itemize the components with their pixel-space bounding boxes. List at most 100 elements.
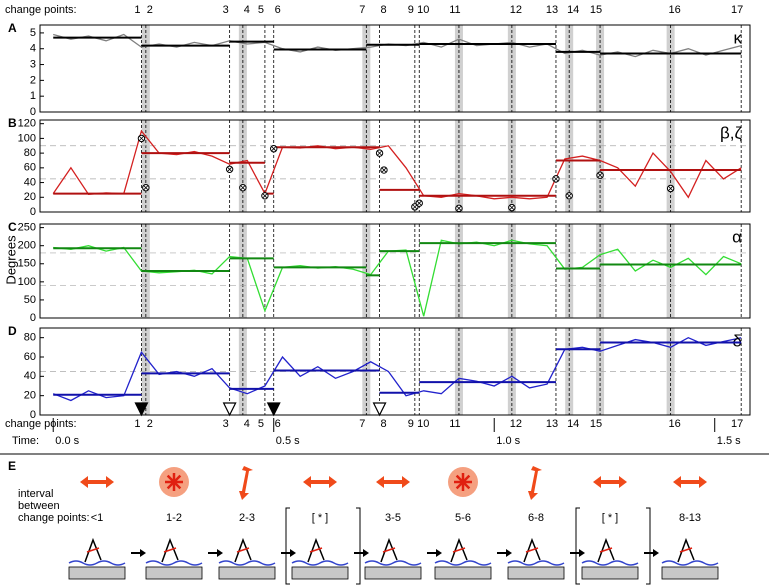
change-point-label: 17: [731, 418, 743, 430]
interval-label: interval: [18, 488, 53, 500]
time-tick-label: 0.5 s: [276, 435, 300, 447]
change-point-label: 7: [359, 418, 365, 430]
series-name: δ: [733, 331, 742, 350]
y-tick-label: 2: [30, 74, 36, 86]
molecule-mark: [525, 547, 539, 553]
data-line: [52, 336, 742, 402]
panel-letter: E: [8, 459, 16, 473]
surface: [218, 566, 276, 580]
molecule: [380, 537, 398, 563]
change-point-label: 4: [244, 418, 250, 430]
change-point-label: 6: [275, 4, 281, 16]
change-point-label: 4: [244, 4, 250, 16]
y-tick-label: 20: [24, 390, 36, 402]
change-point-label: 9: [408, 418, 414, 430]
icon-ray: [455, 474, 471, 490]
membrane: [507, 560, 565, 566]
time-tick-label: 1.5 s: [717, 435, 741, 447]
y-tick-label: 40: [24, 370, 36, 382]
marker-cross: [381, 167, 387, 173]
y-tick-label: 1: [30, 90, 36, 102]
interval-value: [ * ]: [602, 512, 619, 524]
flow-arrow-head: [140, 549, 146, 557]
molecule: [677, 537, 695, 563]
interval-label: between: [18, 500, 60, 512]
molecule-mark: [86, 547, 100, 553]
icon-horizontal: [673, 476, 707, 488]
marker-cross: [412, 204, 418, 210]
change-point-label: 13: [546, 4, 558, 16]
molecule: [234, 537, 252, 563]
change-points-label: change points:: [5, 418, 77, 430]
marker: [415, 199, 423, 207]
change-band: [141, 25, 150, 112]
icon-ray: [166, 474, 182, 490]
molecule-mark: [163, 547, 177, 553]
interval-value: [ * ]: [312, 512, 329, 524]
y-tick-label: 0: [30, 206, 36, 218]
marker: [142, 184, 150, 192]
flow-arrow-head: [436, 549, 442, 557]
icon-vertical: [528, 466, 542, 500]
membrane: [364, 560, 422, 566]
marker-cross: [377, 150, 382, 156]
y-tick-label: 3: [30, 58, 36, 70]
change-point-label: 14: [567, 4, 579, 16]
change-band: [565, 25, 574, 112]
surface: [364, 566, 422, 580]
icon-horizontal: [303, 476, 337, 488]
time-tick-label: 1.0 s: [496, 435, 520, 447]
icon-vertical: [239, 466, 253, 500]
y-tick-label: 200: [18, 240, 36, 252]
surface: [68, 566, 126, 580]
interval-value: 5-6: [455, 512, 471, 524]
bracket: [646, 507, 651, 585]
icon-horizontal: [376, 476, 410, 488]
flow-arrow-head: [579, 549, 585, 557]
panel-letter: B: [8, 116, 17, 130]
surface: [434, 566, 492, 580]
membrane: [218, 560, 276, 566]
marker-cross: [227, 167, 232, 172]
y-tick-label: 20: [24, 191, 36, 203]
surface: [507, 566, 565, 580]
change-point-label: 7: [359, 4, 365, 16]
molecule-mark: [382, 547, 396, 553]
change-point-label: 1: [134, 418, 140, 430]
marker: [225, 165, 234, 174]
marker: [596, 171, 604, 179]
y-tick-label: 5: [30, 27, 36, 39]
membrane: [68, 560, 126, 566]
change-point-label: 16: [668, 4, 680, 16]
marker-cross: [271, 146, 277, 151]
marker-cross: [566, 193, 572, 199]
panel-letter: D: [8, 324, 17, 338]
interval-value: 3-5: [385, 512, 401, 524]
molecule: [450, 537, 468, 563]
y-tick-label: 60: [24, 162, 36, 174]
change-band: [454, 25, 463, 112]
change-point-label: 8: [381, 418, 387, 430]
interval-value: 2-3: [239, 512, 255, 524]
change-point-label: 17: [731, 4, 743, 16]
change-point-label: 6: [275, 418, 281, 430]
series-name: β,ζ: [720, 123, 743, 142]
interval-value: 1-2: [166, 512, 182, 524]
plot-frame: [39, 119, 751, 213]
change-point-label: 10: [417, 4, 429, 16]
interval-value: 8-13: [679, 512, 701, 524]
molecule-mark: [679, 547, 693, 553]
y-tick-label: 60: [24, 351, 36, 363]
membrane: [661, 560, 719, 566]
marker: [552, 175, 560, 183]
interval-value: 6-8: [528, 512, 544, 524]
marker: [666, 184, 675, 193]
data-line: [52, 129, 742, 200]
y-tick-label: 100: [18, 276, 36, 288]
surface: [581, 566, 639, 580]
change-point-label: 15: [590, 4, 602, 16]
molecule-mark: [236, 547, 250, 553]
change-point-label: 8: [381, 4, 387, 16]
membrane: [291, 560, 349, 566]
marker-cross: [240, 185, 246, 190]
